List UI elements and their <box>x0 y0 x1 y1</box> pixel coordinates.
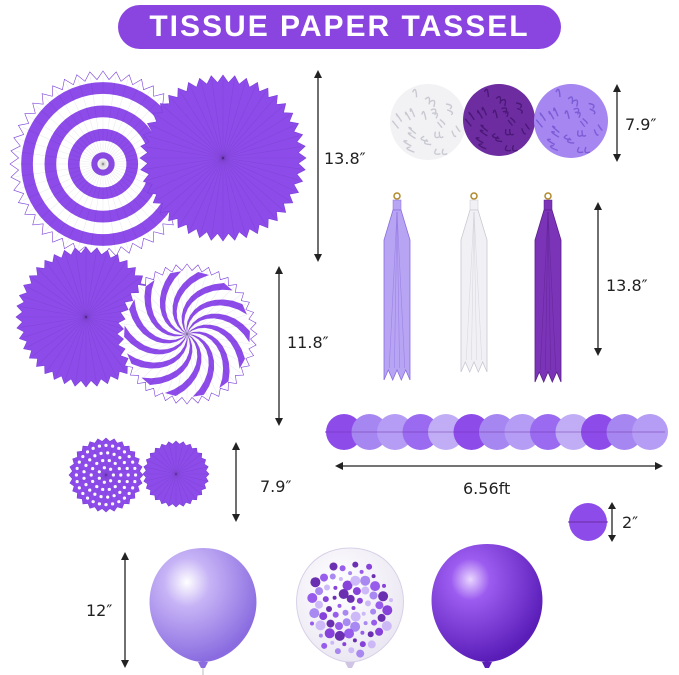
paper-fan-icon <box>15 246 157 388</box>
garland-length-dimension: 6.56ft <box>463 479 511 498</box>
paper-fan-icon <box>68 437 144 513</box>
paper-fan-icon <box>139 74 307 242</box>
paper-fan-icon <box>9 70 197 258</box>
paper-fan-icon <box>142 440 210 508</box>
fans-large-dimension: 13.8″ <box>324 149 366 168</box>
tassel-icon <box>383 192 411 382</box>
tassel-icon <box>534 192 562 384</box>
paper-fan-icon <box>116 263 258 405</box>
dimension-arrow <box>121 70 663 668</box>
pom-pom-icon <box>390 84 466 160</box>
balloon-icon <box>296 547 404 668</box>
fans-small-dimension: 7.9″ <box>260 477 292 496</box>
garland-circle-dimension: 2″ <box>622 513 639 532</box>
tassels-dimension: 13.8″ <box>606 276 648 295</box>
balloon-icon <box>149 548 257 675</box>
pom-pom-icon <box>534 84 608 158</box>
fans-medium-dimension: 11.8″ <box>287 333 329 352</box>
balloon-icon <box>431 544 543 668</box>
balloons-dimension: 12″ <box>86 601 113 620</box>
pom-poms-dimension: 7.9″ <box>625 115 657 134</box>
circle-garland-icon <box>325 414 668 450</box>
tassel-icon <box>460 192 488 374</box>
pom-pom-icon <box>463 84 535 156</box>
garland-circle-sample <box>568 503 608 541</box>
page-title: TISSUE PAPER TASSEL <box>118 5 561 49</box>
